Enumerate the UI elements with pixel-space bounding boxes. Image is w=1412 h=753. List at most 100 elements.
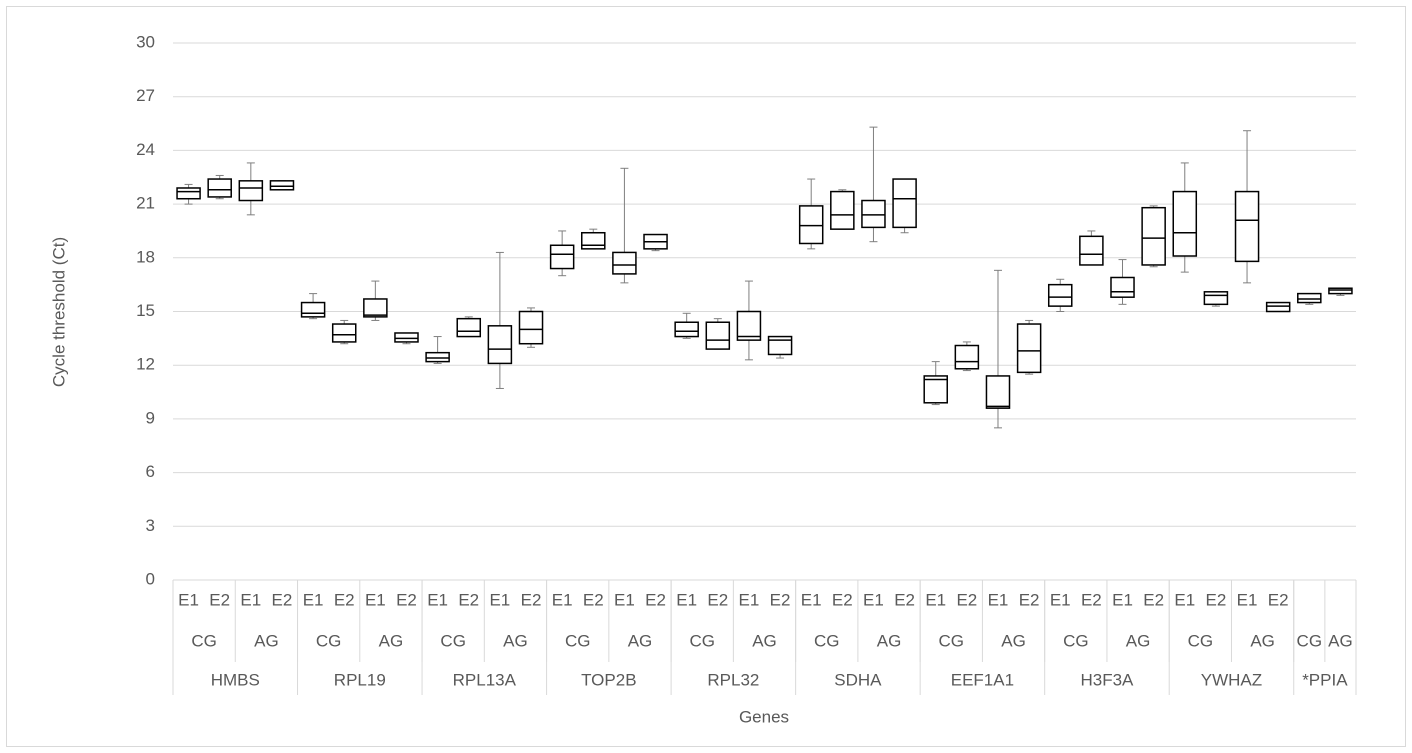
gene-label: YWHAZ [1201, 670, 1262, 689]
y-tick-label: 12 [136, 355, 155, 374]
box [1328, 287, 1353, 295]
x-tick-label: E2 [272, 590, 293, 609]
x-tick-label: E2 [956, 590, 977, 609]
x-tick-label: E1 [863, 590, 884, 609]
group-label: CG [316, 631, 342, 650]
box [269, 180, 295, 191]
gene-label: HMBS [211, 670, 260, 689]
box [1265, 301, 1291, 313]
gene-label: RPL19 [334, 670, 386, 689]
x-tick-label: E1 [676, 590, 697, 609]
x-tick-label: E1 [1174, 590, 1195, 609]
box [518, 310, 544, 345]
box [394, 332, 419, 343]
box [425, 351, 450, 363]
group-label: AG [752, 631, 777, 650]
group-label: AG [877, 631, 902, 650]
x-tick-label: E1 [552, 590, 573, 609]
group-label: CG [689, 631, 715, 650]
y-tick-label: 0 [146, 569, 155, 588]
box [736, 310, 762, 341]
group-label: AG [1328, 631, 1353, 650]
gene-label: RPL13A [453, 670, 517, 689]
gene-label: TOP2B [581, 670, 636, 689]
x-tick-label: E1 [1237, 590, 1258, 609]
box [581, 231, 606, 250]
box [300, 301, 326, 318]
x-tick-label: E1 [303, 590, 324, 609]
box [985, 375, 1011, 409]
box [238, 180, 264, 202]
group-label: CG [939, 631, 965, 650]
x-tick-label: E1 [801, 590, 822, 609]
gene-label: H3F3A [1080, 670, 1134, 689]
y-tick-label: 15 [136, 301, 155, 320]
group-label: CG [565, 631, 591, 650]
box [954, 344, 980, 370]
box [1203, 291, 1229, 306]
x-tick-label: E2 [1268, 590, 1289, 609]
y-tick-label: 21 [136, 194, 155, 213]
box [1297, 292, 1322, 304]
y-tick-label: 18 [136, 247, 155, 266]
box [176, 187, 201, 200]
box [830, 190, 855, 230]
box [861, 199, 886, 229]
x-tick-label: E1 [427, 590, 448, 609]
x-tick-label: E2 [521, 590, 542, 609]
x-tick-label: E1 [988, 590, 1009, 609]
group-label: AG [628, 631, 653, 650]
box [331, 323, 357, 343]
x-tick-label: E2 [334, 590, 355, 609]
box [923, 375, 948, 404]
group-label: CG [1063, 631, 1089, 650]
box [207, 178, 232, 198]
y-tick-label: 3 [146, 516, 155, 535]
x-tick-label: E1 [240, 590, 261, 609]
x-tick-label: E2 [707, 590, 728, 609]
x-tick-label: E2 [1143, 590, 1164, 609]
box [1141, 206, 1166, 266]
group-label: AG [503, 631, 528, 650]
box [363, 298, 388, 318]
gene-label: SDHA [834, 670, 882, 689]
box [705, 321, 731, 350]
x-tick-label: E2 [832, 590, 853, 609]
x-tick-label: E2 [770, 590, 791, 609]
gene-label: RPL32 [707, 670, 759, 689]
gene-label: *PPIA [1302, 670, 1348, 689]
box [612, 251, 637, 275]
group-label: CG [1188, 631, 1214, 650]
group-label: CG [191, 631, 217, 650]
x-tick-label: E2 [1019, 590, 1040, 609]
chart-frame [6, 6, 1406, 747]
box [1079, 235, 1104, 266]
group-label: AG [1250, 631, 1275, 650]
x-tick-label: E1 [1050, 590, 1071, 609]
box [487, 325, 513, 365]
box [1110, 276, 1135, 298]
box [549, 244, 575, 270]
x-tick-label: E2 [209, 590, 230, 609]
x-tick-label: E1 [365, 590, 386, 609]
group-label: CG [814, 631, 840, 650]
x-tick-label: E1 [739, 590, 760, 609]
group-label: AG [379, 631, 404, 650]
y-tick-label: 9 [146, 408, 155, 427]
box [1172, 190, 1198, 257]
box [674, 321, 699, 338]
x-tick-label: E2 [583, 590, 604, 609]
x-tick-label: E2 [396, 590, 417, 609]
group-label: AG [254, 631, 279, 650]
x-tick-label: E2 [458, 590, 479, 609]
y-axis-title: Cycle threshold (Ct) [49, 237, 68, 387]
group-label: CG [1297, 631, 1323, 650]
group-label: CG [440, 631, 466, 650]
x-tick-label: E1 [614, 590, 635, 609]
x-tick-label: E2 [1206, 590, 1227, 609]
box [1016, 323, 1042, 374]
x-tick-label: E1 [178, 590, 199, 609]
y-tick-label: 30 [136, 32, 155, 51]
group-label: AG [1001, 631, 1026, 650]
